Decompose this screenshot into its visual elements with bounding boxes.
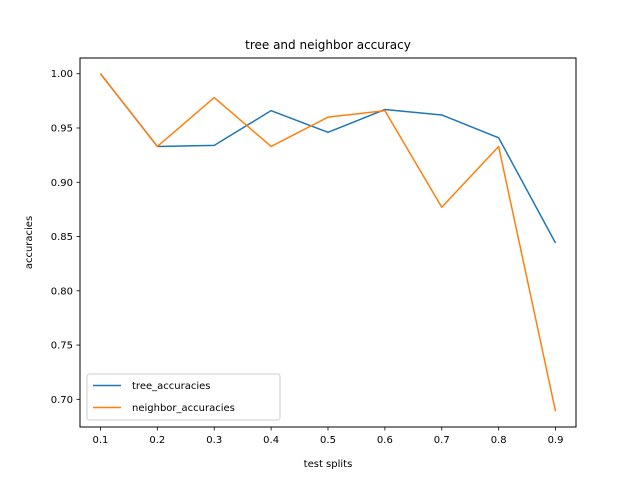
x-tick-label: 0.1 [93, 435, 109, 446]
chart-title: tree and neighbor accuracy [245, 38, 411, 52]
legend-box [86, 373, 281, 421]
x-tick-label: 0.4 [263, 435, 279, 446]
y-tick-label: 0.70 [51, 395, 73, 406]
x-axis: 0.1 0.2 0.3 0.4 0.5 0.6 0.7 0.8 0.9 [93, 427, 564, 446]
series-layer [99, 73, 557, 412]
x-tick-label: 0.2 [149, 435, 165, 446]
y-tick-label: 1.00 [51, 69, 73, 80]
x-tick-label: 0.9 [548, 435, 564, 446]
x-tick-label: 0.3 [206, 435, 222, 446]
y-tick-label: 0.85 [51, 232, 73, 243]
y-tick-label: 0.75 [51, 341, 73, 352]
y-axis-label: accuracies [24, 216, 35, 269]
y-tick-label: 0.95 [51, 124, 73, 135]
x-tick-label: 0.7 [434, 435, 450, 446]
y-tick-label: 0.90 [51, 178, 73, 189]
legend-label: neighbor_accuracies [132, 403, 235, 414]
x-tick-label: 0.5 [320, 435, 336, 446]
legend: tree_accuracies neighbor_accuracies [86, 373, 281, 421]
x-axis-label: test splits [304, 459, 353, 470]
y-axis: 0.70 0.75 0.80 0.85 0.90 0.95 1.00 [51, 69, 80, 406]
x-tick-label: 0.6 [377, 435, 393, 446]
y-tick-label: 0.80 [51, 286, 73, 297]
x-tick-label: 0.8 [491, 435, 507, 446]
legend-label: tree_accuracies [132, 381, 210, 392]
